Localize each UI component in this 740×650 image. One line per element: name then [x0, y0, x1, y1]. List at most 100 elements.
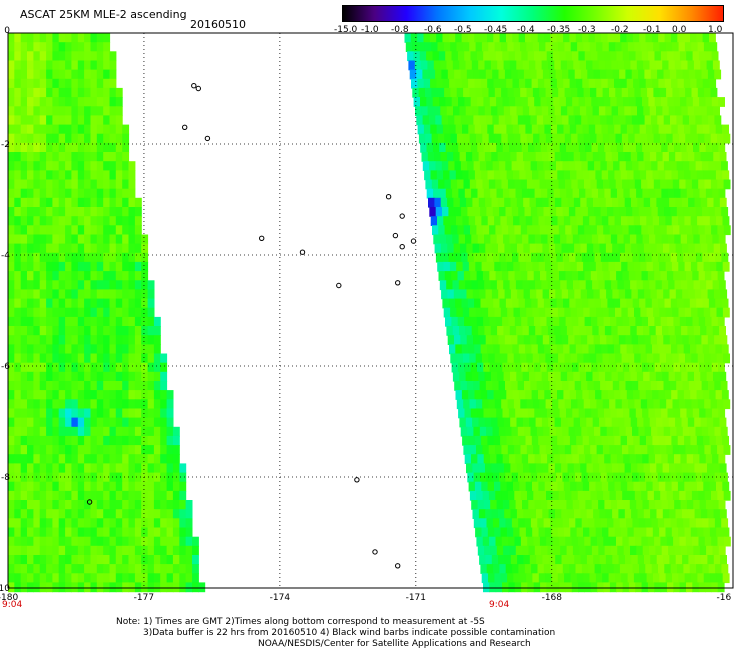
heatmap-cell — [128, 490, 136, 501]
heatmap-cell — [103, 573, 111, 584]
heatmap-cell — [599, 243, 607, 254]
heatmap-cell — [20, 33, 28, 43]
heatmap-cell — [470, 51, 478, 62]
heatmap-cell — [649, 463, 657, 474]
heatmap-cell — [613, 426, 620, 437]
heatmap-cell — [719, 509, 727, 519]
colorbar — [342, 5, 724, 22]
heatmap-cell — [103, 399, 111, 410]
heatmap-cell — [122, 170, 130, 181]
heatmap-cell — [451, 51, 459, 62]
heatmap-cell — [631, 69, 639, 80]
heatmap-cell — [8, 518, 15, 529]
heatmap-cell — [109, 225, 117, 236]
heatmap-cell — [8, 527, 15, 538]
heatmap-cell — [558, 353, 565, 364]
heatmap-cell — [90, 344, 98, 355]
heatmap-cell — [553, 142, 561, 153]
heatmap-cell — [492, 115, 500, 126]
heatmap-cell — [103, 536, 111, 547]
heatmap-cell — [677, 170, 685, 181]
heatmap-cell — [618, 463, 626, 474]
heatmap-cell — [65, 582, 72, 593]
heatmap-cell — [541, 371, 549, 382]
heatmap-cell — [627, 261, 635, 272]
heatmap-cell — [27, 481, 34, 492]
heatmap-cell — [448, 298, 456, 309]
island-outline — [182, 124, 188, 131]
heatmap-cell — [499, 518, 507, 529]
heatmap-cell — [498, 381, 506, 391]
heatmap-cell — [109, 417, 117, 428]
heatmap-cell — [46, 152, 53, 162]
heatmap-cell — [614, 481, 622, 492]
heatmap-cell — [185, 536, 193, 547]
heatmap-cell — [20, 463, 28, 474]
heatmap-cell — [657, 69, 664, 80]
heatmap-cell — [8, 261, 15, 272]
heatmap-cell — [595, 261, 603, 272]
heatmap-cell — [679, 490, 687, 501]
heatmap-cell — [495, 445, 502, 455]
heatmap-cell — [539, 353, 546, 364]
heatmap-cell — [14, 280, 22, 291]
heatmap-cell — [519, 481, 527, 492]
heatmap-cell — [561, 197, 569, 208]
heatmap-cell — [675, 417, 682, 428]
heatmap-cell — [693, 60, 701, 71]
heatmap-cell — [503, 371, 511, 382]
heatmap-cell — [695, 426, 703, 437]
heatmap-cell — [566, 234, 574, 245]
heatmap-cell — [153, 555, 161, 565]
heatmap-cell — [147, 509, 155, 519]
heatmap-cell — [675, 509, 683, 519]
heatmap-cell — [109, 188, 117, 199]
heatmap-cell — [583, 87, 591, 98]
heatmap-cell — [499, 78, 507, 89]
heatmap-cell — [65, 316, 72, 327]
heatmap-cell — [627, 527, 635, 538]
heatmap-cell — [494, 42, 502, 52]
heatmap-cell — [20, 207, 28, 217]
heatmap-cell — [610, 142, 618, 153]
heatmap-cell — [598, 234, 606, 245]
heatmap-cell — [505, 298, 513, 309]
heatmap-cell — [621, 399, 629, 410]
heatmap-cell — [527, 51, 535, 62]
heatmap-cell — [27, 234, 34, 245]
heatmap-cell — [645, 207, 652, 217]
heatmap-cell — [435, 207, 443, 217]
heatmap-cell — [33, 78, 41, 89]
heatmap-cell — [683, 564, 691, 574]
heatmap-cell — [90, 78, 98, 89]
heatmap-cell — [661, 188, 669, 199]
heatmap-cell — [642, 188, 650, 199]
heatmap-cell — [576, 481, 584, 492]
heatmap-cell — [122, 234, 130, 245]
heatmap-cell — [506, 344, 513, 355]
heatmap-cell — [638, 161, 646, 171]
heatmap-cell — [620, 390, 628, 400]
heatmap-cell — [58, 234, 66, 245]
heatmap-cell — [482, 133, 490, 144]
heatmap-cell — [465, 60, 473, 71]
heatmap-cell — [71, 78, 79, 89]
heatmap-cell — [531, 564, 538, 574]
heatmap-cell — [673, 362, 681, 373]
heatmap-cell — [573, 417, 581, 428]
heatmap-cell — [547, 142, 554, 153]
heatmap-cell — [557, 435, 565, 446]
heatmap-cell — [595, 527, 603, 538]
heatmap-cell — [122, 408, 130, 419]
plot-frame — [7, 32, 734, 589]
heatmap-cell — [52, 399, 60, 410]
heatmap-cell — [96, 381, 104, 391]
heatmap-cell — [179, 481, 187, 492]
heatmap-cell — [172, 527, 180, 538]
heatmap-cell — [103, 316, 111, 327]
heatmap-cell — [534, 142, 542, 153]
heatmap-cell — [14, 69, 22, 80]
heatmap-cell — [492, 472, 500, 483]
heatmap-cell — [693, 234, 701, 245]
heatmap-cell — [706, 417, 714, 428]
